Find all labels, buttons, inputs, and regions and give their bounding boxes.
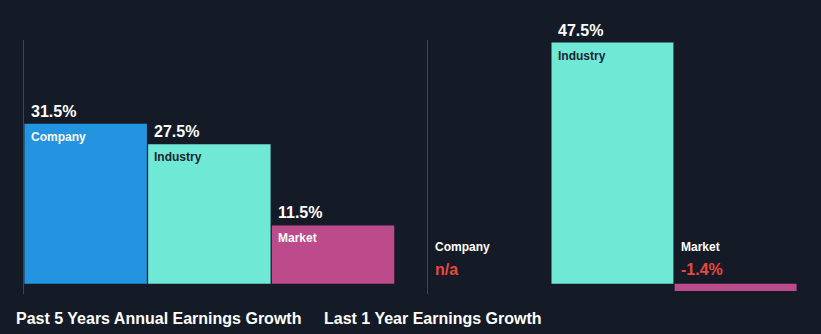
svg-text:Market: Market <box>278 231 317 245</box>
svg-text:27.5%: 27.5% <box>154 123 199 140</box>
svg-text:-1.4%: -1.4% <box>681 261 723 278</box>
svg-text:Market: Market <box>681 240 720 254</box>
svg-text:47.5%: 47.5% <box>558 22 603 39</box>
svg-text:Company: Company <box>435 240 490 254</box>
svg-text:Last 1 Year Earnings Growth: Last 1 Year Earnings Growth <box>324 310 542 327</box>
svg-text:Company: Company <box>31 130 86 144</box>
svg-text:Industry: Industry <box>154 150 202 164</box>
svg-text:n/a: n/a <box>435 261 458 278</box>
svg-text:31.5%: 31.5% <box>31 103 76 120</box>
svg-text:Past 5 Years Annual Earnings G: Past 5 Years Annual Earnings Growth <box>16 310 301 327</box>
svg-text:Industry: Industry <box>558 49 606 63</box>
svg-text:11.5%: 11.5% <box>278 204 322 221</box>
